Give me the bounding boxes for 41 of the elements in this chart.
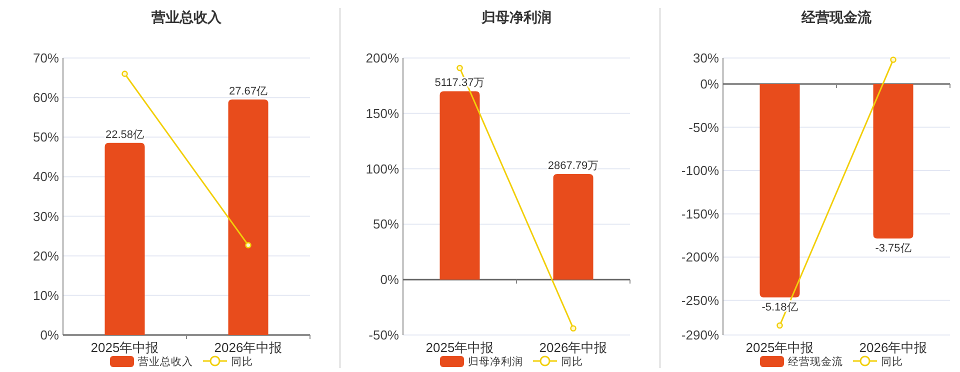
y-tick-label: 200% [366,50,400,66]
y-tick-label: 0% [380,272,400,288]
y-tick-label: 10% [32,288,60,303]
y-tick-label: 30% [692,50,720,66]
chart-title: 经营现金流 [800,9,872,25]
x-tick-label: 2025年中报 [746,340,814,355]
y-tick-label: -50% [368,328,400,342]
chart-title: 归母净利润 [480,9,552,25]
x-tick-label: 2025年中报 [90,340,159,355]
y-tick-label: 40% [32,169,60,184]
x-tick-label: 2026年中报 [214,340,282,355]
y-tick-label: 150% [366,106,400,121]
data-label: -3.75亿 [875,242,912,254]
y-tick-label: -200% [681,250,720,265]
y-tick-label: 0% [40,328,60,342]
data-label: 2867.79万 [548,160,599,172]
chart-title: 营业总收入 [150,9,222,25]
legend-label: 归母净利润 [468,355,523,368]
legend-label: 经营现金流 [788,355,843,368]
y-tick-label: -100% [681,163,720,178]
y-tick-label: 0% [700,76,720,92]
y-tick-label: 30% [32,208,60,224]
x-tick-label: 2026年中报 [859,340,928,355]
x-tick-label: 2026年中报 [539,340,608,355]
y-tick-label: 20% [32,248,60,264]
y-tick-label: 70% [32,50,60,66]
y-tick-label: -250% [681,292,720,308]
y-tick-label: 60% [32,90,60,106]
data-label: 22.58亿 [105,128,144,141]
y-tick-label: 100% [366,161,400,176]
y-tick-label: -150% [681,206,720,222]
legend-label: 同比 [231,355,253,368]
y-tick-label: -290% [681,328,720,342]
y-tick-label: -50% [688,120,720,135]
legend-label: 营业总收入 [138,355,193,368]
y-tick-label: 50% [32,130,60,145]
legend-label: 同比 [881,355,903,368]
x-tick-label: 2025年中报 [426,340,494,355]
data-label: 27.67亿 [228,86,268,98]
y-tick-label: 50% [372,216,400,232]
legend-label: 同比 [561,355,583,368]
